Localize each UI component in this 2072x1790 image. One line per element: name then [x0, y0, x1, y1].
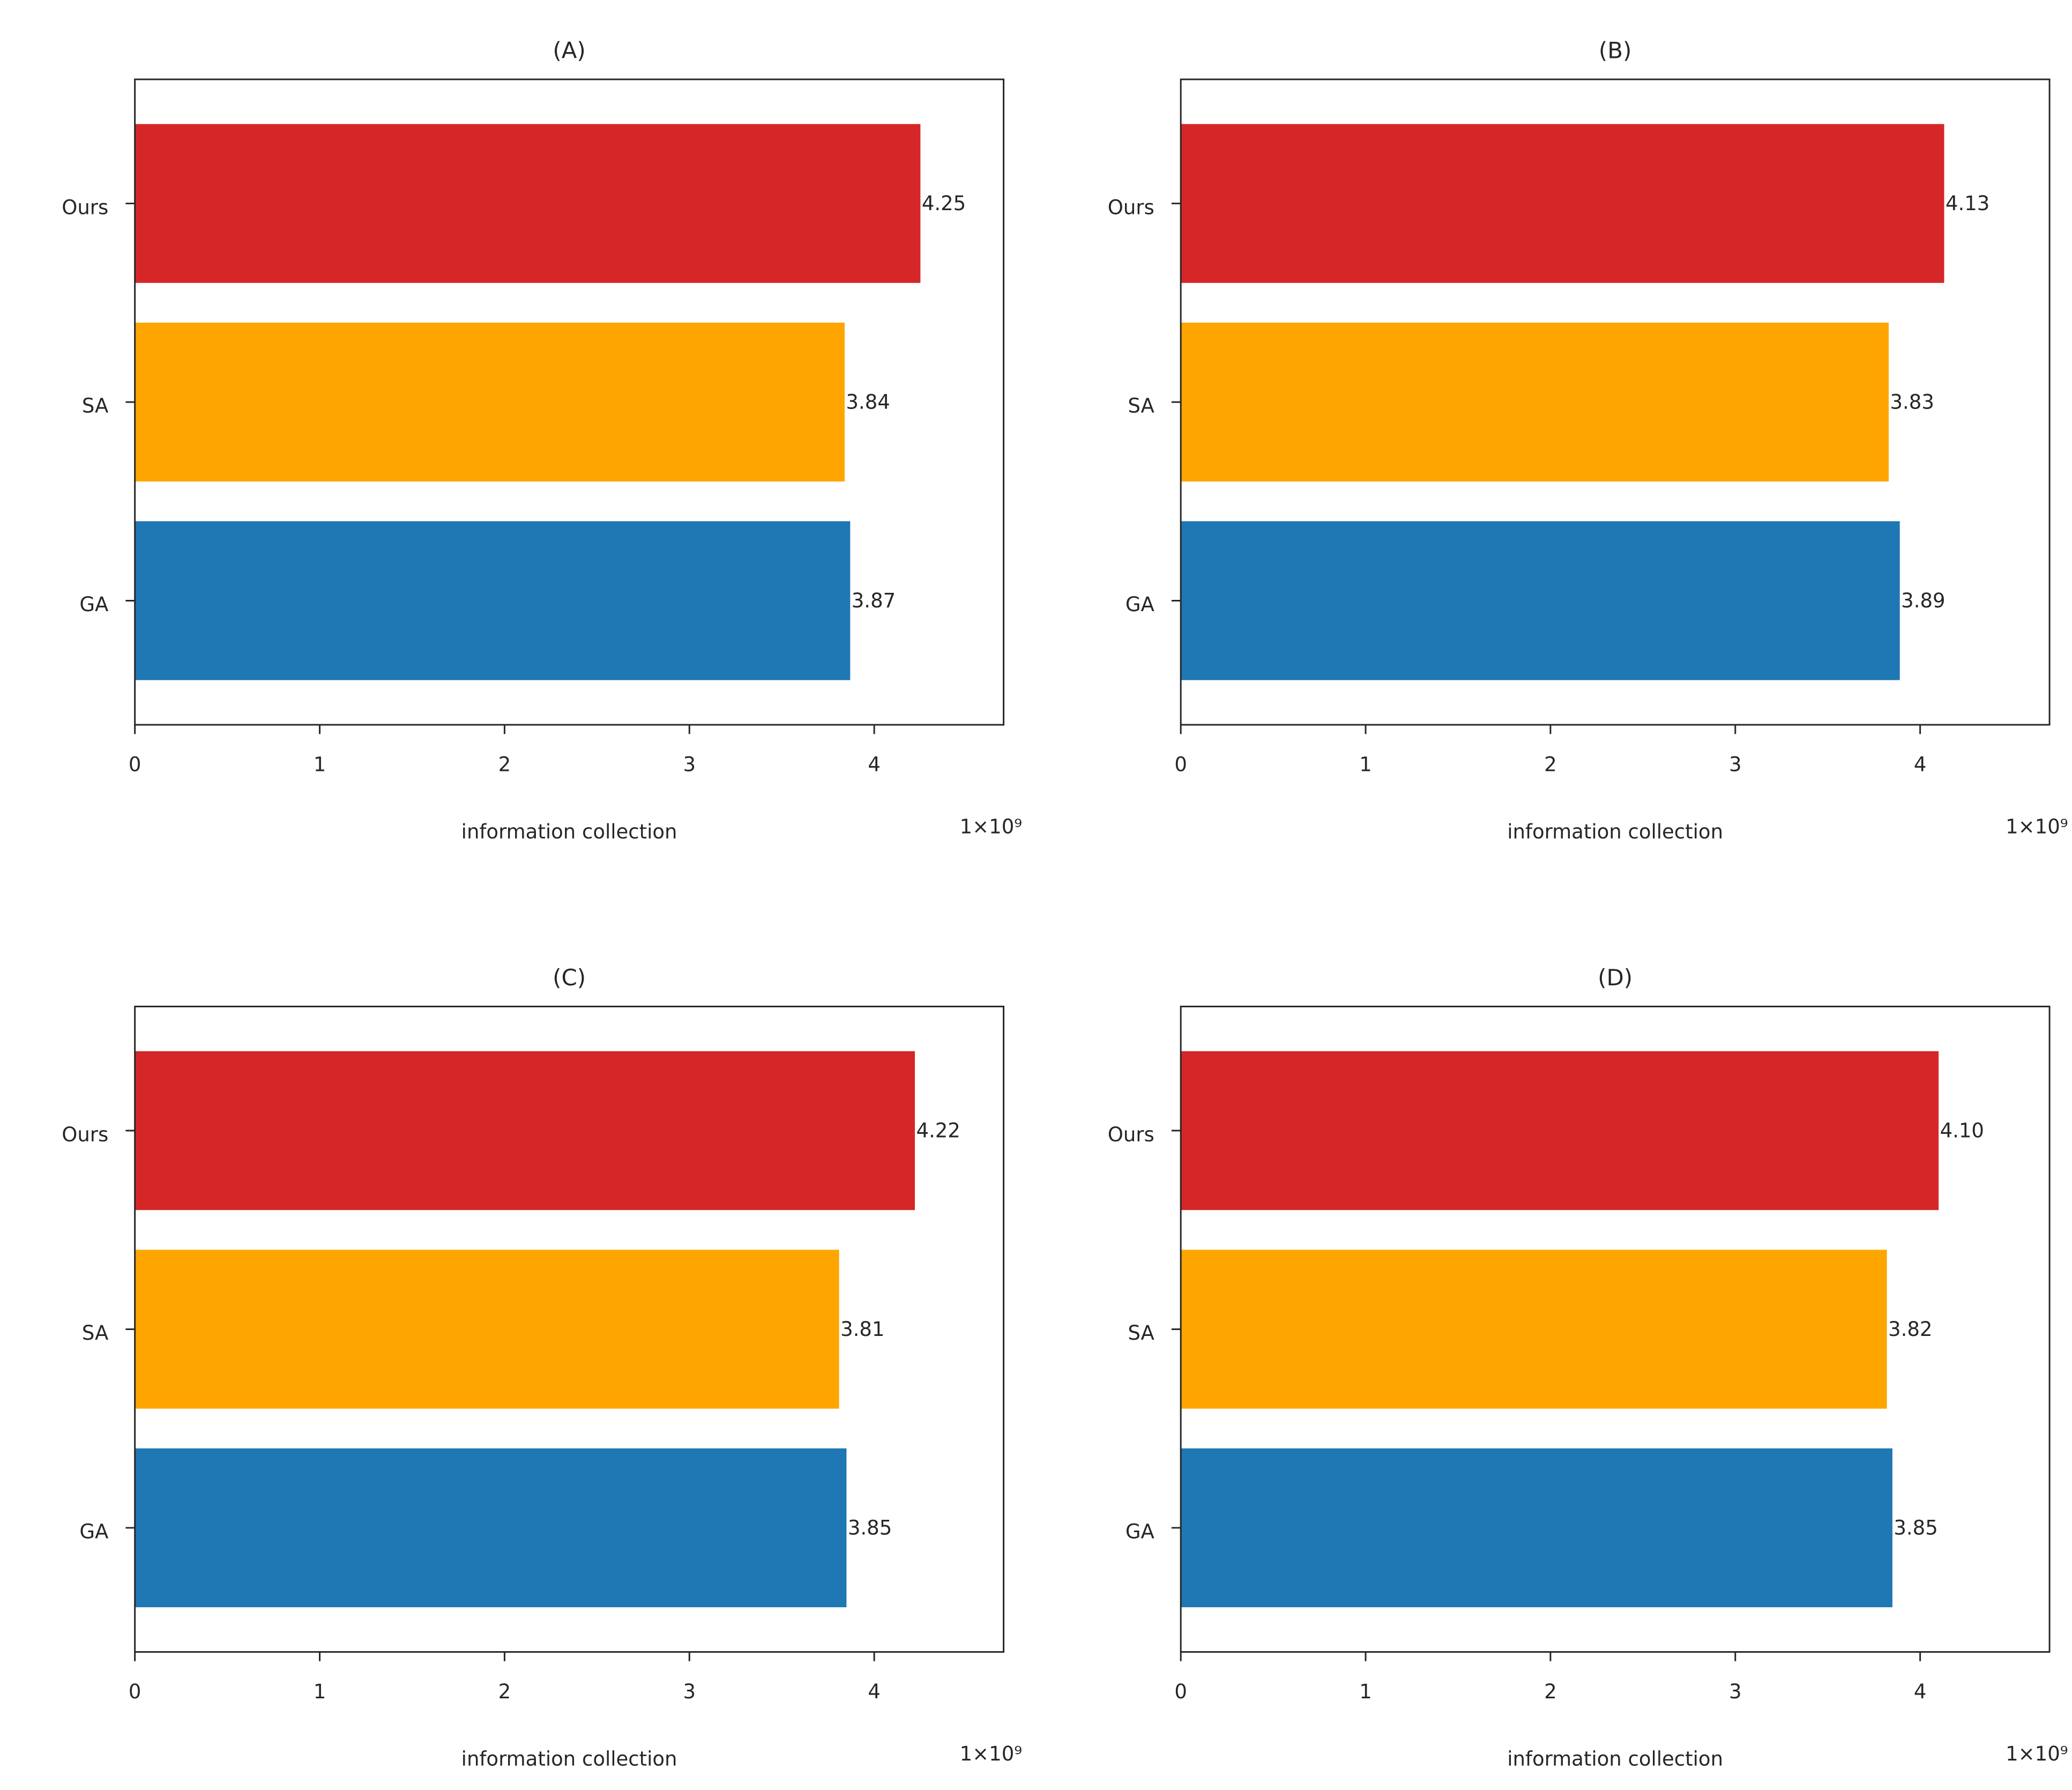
x-axis-label: information collection	[1507, 820, 1723, 843]
chart-title: (D)	[1598, 964, 1633, 991]
bar-ours	[135, 124, 921, 283]
data-label: 3.84	[846, 390, 890, 413]
y-tick-label: Ours	[62, 1123, 108, 1146]
axes-frame	[1180, 78, 2051, 726]
chart-title: (C)	[553, 964, 586, 991]
bar-sa	[135, 1250, 839, 1409]
bar-ga	[1181, 521, 1900, 680]
bar-ga	[135, 521, 851, 680]
bar-sa	[135, 322, 845, 482]
x-tick-label: 0	[1174, 1680, 1187, 1703]
bar-ga	[135, 1448, 847, 1608]
data-label: 3.85	[1894, 1516, 1937, 1539]
x-tick-label: 2	[1544, 1680, 1557, 1703]
y-tick-label: GA	[1126, 593, 1154, 616]
y-tick-label: Ours	[1108, 196, 1154, 219]
x-axis-label: information collection	[1507, 1748, 1723, 1771]
axes-frame	[134, 78, 1005, 726]
scale-label: 1×10⁹	[960, 815, 1022, 838]
data-label: 4.25	[922, 192, 966, 215]
y-tick-label: SA	[82, 1321, 108, 1345]
x-tick-label: 4	[1914, 753, 1927, 776]
chart-panel: (C) 3.85 GA 3.81 SA 4.22 Ours 0 1 2 3 4 information …	[62, 964, 1022, 1771]
x-tick-label: 2	[498, 1680, 511, 1703]
x-tick-label: 3	[1729, 1680, 1742, 1703]
bar-ga	[1181, 1448, 1892, 1608]
chart-panel: (B) 3.89 GA 3.83 SA 4.13 Ours 0 1 2 3 4 information …	[1108, 38, 2068, 844]
axes-frame	[134, 1006, 1005, 1653]
bar-ours	[1181, 1051, 1939, 1210]
data-label: 3.82	[1888, 1318, 1932, 1341]
y-tick-label: SA	[1128, 395, 1154, 418]
y-tick-label: GA	[79, 1520, 108, 1543]
y-tick-label: GA	[1126, 1520, 1154, 1543]
data-label: 4.22	[916, 1119, 960, 1142]
y-tick-label: Ours	[62, 196, 108, 219]
bar-sa	[1181, 1250, 1887, 1409]
x-tick-label: 0	[1174, 753, 1187, 776]
x-tick-label: 1	[314, 753, 326, 776]
x-tick-label: 0	[129, 753, 141, 776]
chart-title: (B)	[1599, 38, 1632, 64]
x-tick-label: 4	[868, 753, 881, 776]
data-label: 4.13	[1946, 192, 1989, 215]
x-axis-label: information collection	[461, 820, 677, 843]
y-tick-label: GA	[79, 593, 108, 616]
chart-panel: (D) 3.85 GA 3.82 SA 4.10 Ours 0 1 2 3 4 information …	[1108, 964, 2068, 1771]
y-tick-label: SA	[82, 395, 108, 418]
x-tick-label: 3	[683, 753, 696, 776]
x-axis-label: information collection	[461, 1748, 677, 1771]
x-tick-label: 1	[314, 1680, 326, 1703]
data-label: 4.10	[1940, 1119, 1984, 1142]
axes-frame	[1180, 1006, 2051, 1653]
data-label: 3.87	[852, 589, 896, 612]
scale-label: 1×10⁹	[2006, 1742, 2068, 1765]
scale-label: 1×10⁹	[960, 1742, 1022, 1765]
chart-panel: (A) 3.87 GA 3.84 SA 4.25 Ours 0 1 2 3 4 information …	[62, 38, 1022, 844]
x-tick-label: 2	[1544, 753, 1557, 776]
data-label: 3.89	[1901, 589, 1945, 612]
x-tick-label: 4	[1914, 1680, 1927, 1703]
x-tick-label: 3	[1729, 753, 1742, 776]
x-tick-label: 3	[683, 1680, 696, 1703]
scale-label: 1×10⁹	[2006, 815, 2068, 838]
data-label: 3.85	[848, 1516, 892, 1539]
x-tick-label: 4	[868, 1680, 881, 1703]
data-label: 3.83	[1890, 390, 1934, 413]
data-label: 3.81	[840, 1318, 884, 1341]
bar-ours	[1181, 124, 1944, 283]
x-tick-label: 0	[129, 1680, 141, 1703]
bar-sa	[1181, 322, 1889, 482]
x-tick-label: 1	[1359, 753, 1372, 776]
y-tick-label: Ours	[1108, 1123, 1154, 1146]
bar-ours	[135, 1051, 915, 1210]
chart-title: (A)	[553, 38, 585, 64]
x-tick-label: 2	[498, 753, 511, 776]
y-tick-label: SA	[1128, 1321, 1154, 1345]
x-tick-label: 1	[1359, 1680, 1372, 1703]
